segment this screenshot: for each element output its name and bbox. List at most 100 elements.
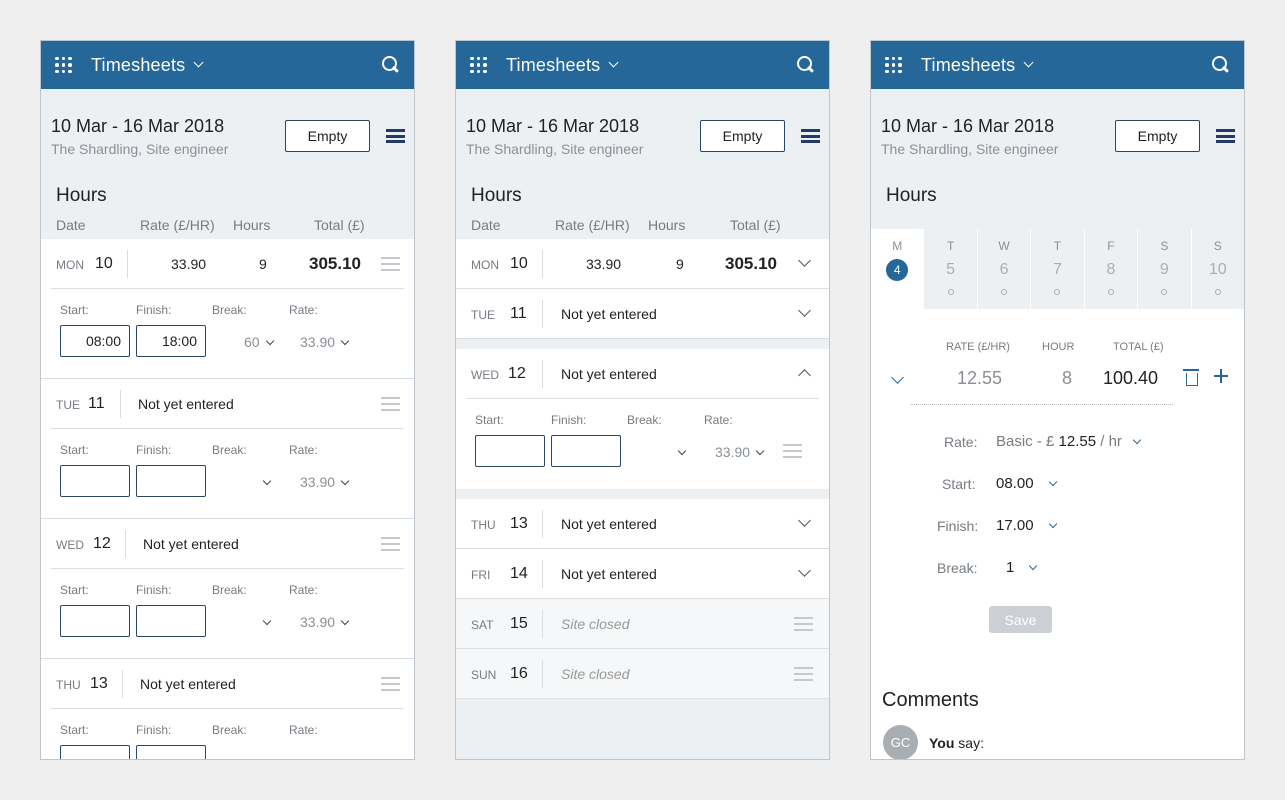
menu-icon[interactable] [386, 129, 405, 143]
chevron-up-icon[interactable] [798, 369, 811, 382]
finish-label: Finish: [136, 303, 172, 317]
finish-input[interactable] [136, 465, 206, 497]
search-icon[interactable] [382, 56, 400, 74]
chevron-down-icon[interactable] [798, 304, 811, 317]
day-row-thu[interactable]: THU 13 Not yet entered [41, 659, 414, 709]
status-text: Not yet entered [138, 396, 234, 412]
chevron-down-icon [262, 476, 272, 486]
finish-label: Finish: [136, 583, 172, 597]
day-row-mon[interactable]: MON 10 33.90 9 305.10 [41, 239, 414, 289]
break-label: Break: [212, 303, 247, 317]
day-row-wed[interactable]: WED 12 Not yet entered [456, 349, 829, 399]
column-headers: Date Rate (£/HR) Hours Total (£) [41, 207, 414, 239]
divider [466, 398, 819, 399]
menu-icon[interactable] [801, 129, 820, 143]
drag-handle-icon[interactable] [794, 617, 813, 631]
total-heading: TOTAL (£) [1113, 341, 1164, 353]
break-select[interactable] [257, 474, 272, 490]
day-letter: T [1053, 239, 1062, 253]
chevron-down-icon [340, 616, 350, 626]
rate-select[interactable]: Basic - £ 12.55 / hr [996, 433, 1142, 450]
start-input[interactable] [60, 745, 130, 759]
rate-select[interactable]: 33.90 [300, 334, 350, 350]
finish-select[interactable]: 17.00 [996, 517, 1057, 534]
apps-grid-icon[interactable] [885, 56, 902, 74]
day-tab-wed[interactable]: W 6 [976, 229, 1031, 309]
app-title[interactable]: Timesheets [506, 54, 601, 75]
status-dot-icon [947, 289, 954, 295]
empty-button[interactable]: Empty [700, 120, 785, 152]
divider [51, 708, 404, 709]
break-select[interactable]: 1 [1006, 559, 1038, 576]
empty-button[interactable]: Empty [1115, 120, 1200, 152]
status-dot-icon [1054, 289, 1061, 295]
drag-handle-icon[interactable] [381, 397, 400, 411]
search-icon[interactable] [1212, 56, 1230, 74]
empty-button[interactable]: Empty [285, 120, 370, 152]
break-select[interactable] [257, 614, 272, 630]
day-detail: RATE (£/HR) HOUR TOTAL (£) 12.55 8 100.4… [871, 309, 1244, 759]
drag-handle-icon[interactable] [381, 537, 400, 551]
finish-input[interactable]: 18:00 [136, 325, 206, 357]
hours-value: 9 [259, 256, 267, 272]
comment-author-name: You [929, 735, 955, 751]
menu-icon[interactable] [1216, 129, 1235, 143]
day-tab-sat[interactable]: S 9 [1137, 229, 1191, 309]
plus-icon[interactable] [1214, 369, 1228, 383]
day-tab-sun[interactable]: S 10 [1190, 229, 1244, 309]
finish-input[interactable] [551, 435, 621, 467]
day-number: 12 [508, 365, 526, 382]
day-tab-mon[interactable]: M 4 [871, 229, 924, 309]
divider [122, 670, 123, 698]
start-input[interactable]: 08:00 [60, 325, 130, 357]
break-select[interactable] [672, 444, 687, 460]
start-label: Start: [475, 413, 504, 427]
chevron-down-icon[interactable] [608, 57, 619, 68]
start-select[interactable]: 08.00 [996, 475, 1057, 492]
chevron-down-icon[interactable] [193, 57, 204, 68]
col-total: Total (£) [730, 217, 781, 233]
rate-select[interactable]: 33.90 [715, 444, 765, 460]
start-input[interactable] [60, 605, 130, 637]
day-tab-tue[interactable]: T 5 [923, 229, 977, 309]
start-input[interactable] [60, 465, 130, 497]
start-input[interactable] [475, 435, 545, 467]
day-row-tue[interactable]: TUE 11 Not yet entered [456, 289, 829, 339]
rate-select[interactable]: 33.90 [300, 474, 350, 490]
trash-icon[interactable] [1183, 369, 1199, 386]
date-range: 10 Mar - 16 Mar 2018 [881, 116, 1055, 136]
day-number: 14 [510, 565, 528, 582]
day-tab-thu[interactable]: T 7 [1030, 229, 1084, 309]
search-icon[interactable] [797, 56, 815, 74]
apps-grid-icon[interactable] [470, 56, 487, 74]
apps-grid-icon[interactable] [55, 56, 72, 74]
finish-input[interactable] [136, 745, 206, 759]
date-range: 10 Mar - 16 Mar 2018 [51, 116, 225, 136]
day-row-thu[interactable]: THU 13 Not yet entered [456, 499, 829, 549]
divider [51, 568, 404, 569]
rate-select[interactable]: 33.90 [300, 614, 350, 630]
chevron-down-icon[interactable] [891, 371, 904, 384]
day-row-tue[interactable]: TUE 11 Not yet entered [41, 379, 414, 429]
app-title[interactable]: Timesheets [921, 54, 1016, 75]
drag-handle-icon[interactable] [381, 677, 400, 691]
drag-handle-icon[interactable] [381, 257, 400, 271]
chevron-down-icon[interactable] [798, 254, 811, 267]
app-bar: Timesheets [871, 41, 1244, 89]
finish-input[interactable] [136, 605, 206, 637]
edit-block-mon: Start: Finish: Break: Rate: 08:00 18:00 … [41, 289, 414, 379]
chevron-down-icon[interactable] [798, 564, 811, 577]
chevron-down-icon[interactable] [1023, 57, 1034, 68]
rate-heading: RATE (£/HR) [946, 341, 1010, 353]
app-title[interactable]: Timesheets [91, 54, 186, 75]
day-tab-fri[interactable]: F 8 [1083, 229, 1138, 309]
day-row-wed[interactable]: WED 12 Not yet entered [41, 519, 414, 569]
break-select[interactable]: 60 [244, 334, 274, 350]
column-headers: Date Rate (£/HR) Hours Total (£) [456, 207, 829, 239]
save-button[interactable]: Save [989, 606, 1052, 633]
chevron-down-icon[interactable] [798, 514, 811, 527]
drag-handle-icon[interactable] [794, 667, 813, 681]
day-row-mon[interactable]: MON 10 33.90 9 305.10 [456, 239, 829, 289]
day-row-fri[interactable]: FRI 14 Not yet entered [456, 549, 829, 599]
drag-handle-icon[interactable] [783, 444, 802, 458]
